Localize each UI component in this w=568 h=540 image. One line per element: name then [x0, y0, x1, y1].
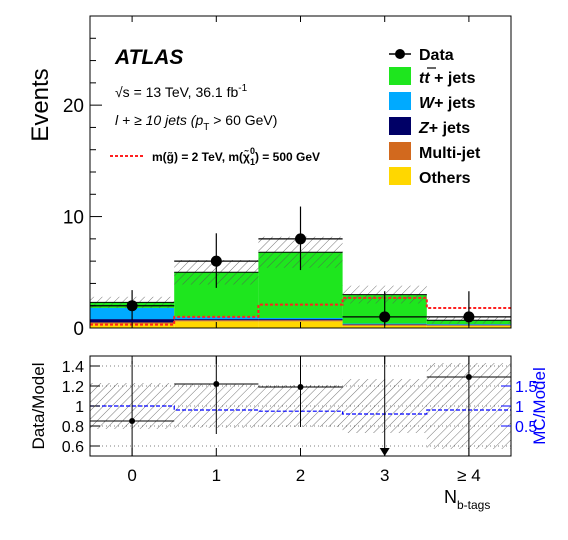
legend-item-data: Data [389, 47, 454, 64]
x-tick-label: ≥ 4 [457, 466, 481, 485]
signal-label-sub: 1 [250, 157, 255, 167]
bar-multijet [258, 320, 343, 322]
x-tick-label: 0 [127, 466, 136, 485]
legend-ttbar-label: tt + jets [419, 70, 476, 87]
bar-zjets [90, 319, 175, 323]
legend-others-swatch [389, 167, 411, 185]
legend-ttbar-t1: t [419, 70, 425, 87]
ratio-y2-tick-label: 0.5 [515, 419, 537, 436]
energy-label: √s = 13 TeV, 36.1 fb-1 [115, 83, 248, 100]
legend-ttbar-swatch [389, 67, 411, 85]
data-point [210, 255, 222, 267]
ratio-point [213, 381, 220, 387]
selection-label-sub: T [203, 122, 209, 133]
legend-multijet-swatch [389, 142, 411, 160]
ratio-y2-axis-label: MC/Model [530, 367, 549, 444]
legend-multijet-label: Multi-jet [419, 145, 481, 162]
y-axis-label: Events [27, 68, 54, 141]
signal-label-sup: 0 [250, 146, 255, 156]
legend-zjets-z: Z [418, 120, 430, 137]
energy-label-sup: -1 [238, 83, 247, 94]
legend-item-multijet: Multi-jet [389, 142, 481, 162]
atlas-label: ATLAS [114, 46, 183, 69]
x-tick-label: 2 [296, 466, 305, 485]
legend-item-others: Others [389, 167, 471, 187]
ratio-y-axis-label: Data/Model [29, 363, 48, 450]
ratio-y-tick-label: 1.4 [62, 359, 84, 376]
legend-zjets-rest: + jets [429, 120, 470, 137]
legend-zjets-swatch [389, 117, 411, 135]
legend-wjets-label: W+ jets [419, 95, 476, 112]
ratio-point [297, 384, 304, 390]
bar-wjets [174, 316, 259, 320]
energy-label-text: √s = 13 TeV, 36.1 fb [115, 84, 238, 100]
legend-zjets-label: Z+ jets [418, 120, 470, 137]
main-x-ticks [131, 16, 470, 328]
x-tick-label: 1 [212, 466, 221, 485]
signal-label: m(g̃) = 2 TeV, m(χ̃0 1) = 500 GeV [152, 146, 320, 167]
signal-line [90, 296, 511, 326]
mc-ratio-step [90, 405, 511, 415]
bar-zjets [174, 319, 259, 321]
ratio-point [465, 374, 472, 380]
ratio-y2-tick-label: 1 [515, 399, 524, 416]
data-point [126, 300, 138, 312]
ratio-y-tick-label: 0.8 [62, 419, 84, 436]
legend-item-ttbar: tt + jets [389, 67, 476, 87]
data-point [379, 311, 391, 323]
x-axis-label-main: N [444, 487, 457, 507]
legend-ttbar-rest: + jets [430, 70, 476, 87]
main-y-tick-label: 0 [73, 319, 84, 340]
selection-label-text: l + ≥ 10 jets (p [115, 112, 203, 128]
data-point [295, 233, 306, 245]
main-y-tick-label: 20 [63, 96, 84, 117]
ratio-y-tick-label: 0.6 [62, 439, 84, 456]
selection-label: l + ≥ 10 jets (pT > 60 GeV) [115, 112, 277, 133]
x-axis-label: Nb-tags [444, 487, 490, 512]
legend-wjets-swatch [389, 92, 411, 110]
legend-ttbar-t2: t [424, 70, 430, 87]
signal-histogram [90, 296, 511, 326]
bar-zjets [258, 319, 343, 321]
data-points [90, 206, 511, 326]
ratio-x-ticks: 0 1 2 3 ≥ 4 [127, 356, 481, 485]
selection-label-tail: > 60 GeV) [209, 112, 277, 128]
x-axis-label-sub: b-tags [457, 498, 490, 512]
legend-wjets-rest: + jets [434, 95, 475, 112]
legend-item-wjets: W+ jets [389, 92, 476, 112]
signal-label-text: m(g̃) = 2 TeV, m(χ̃ [152, 149, 250, 164]
legend: Data tt + jets W+ jets Z+ jets Multi-jet [389, 47, 481, 187]
ratio-y-tick-label: 1.2 [62, 379, 84, 396]
main-y-ticks: 0 10 20 [63, 15, 102, 340]
ratio-data-points [90, 356, 511, 456]
ratio-panel: 0.6 0.8 1 1.2 1.4 0.5 1 1.5 0 1 2 3 ≥ 4 Data/Model… [29, 355, 549, 512]
legend-data-marker [395, 49, 405, 59]
data-point [463, 311, 475, 323]
bar-wjets [258, 317, 343, 320]
main-y-tick-label: 10 [63, 208, 84, 229]
bar-multijet [174, 320, 259, 322]
ratio-y-ticks: 0.6 0.8 1 1.2 1.4 [62, 359, 100, 456]
x-tick-label: 3 [380, 466, 389, 485]
signal-label-tail: ) = 500 GeV [255, 150, 320, 164]
legend-others-label: Others [419, 170, 471, 187]
ratio-y2-ticks: 0.5 1 1.5 [501, 379, 537, 436]
mc-ratio-line [90, 405, 511, 415]
ratio-point [129, 418, 136, 424]
ratio-y-tick-label: 1 [75, 399, 84, 416]
ratio-y2-tick-label: 1.5 [515, 379, 537, 396]
legend-item-zjets: Z+ jets [389, 117, 470, 137]
legend-wjets-w: W [419, 95, 436, 112]
legend-data-label: Data [419, 47, 454, 64]
